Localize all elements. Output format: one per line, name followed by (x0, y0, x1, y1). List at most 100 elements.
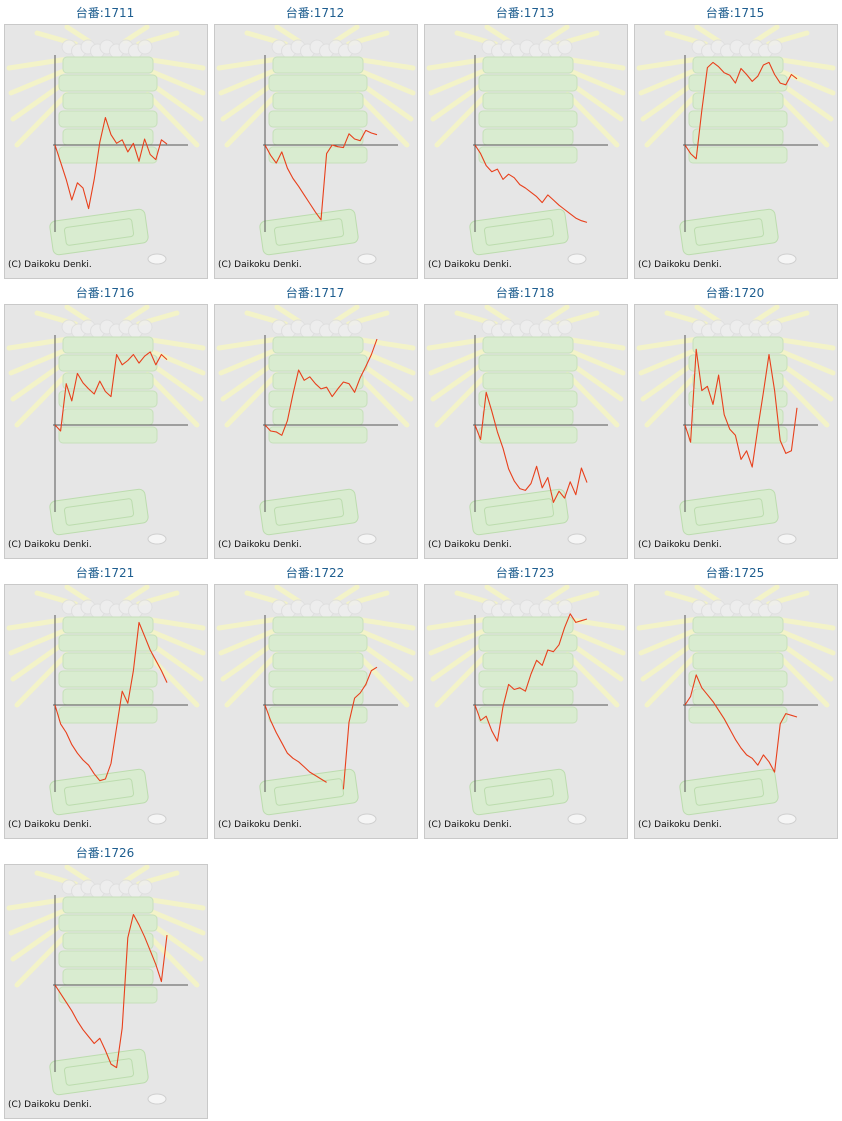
machine-number-title[interactable]: 台番:1723 (495, 566, 555, 580)
ray-decoration (14, 651, 69, 708)
graph-panel: (C) Daikoku Denki. (634, 584, 838, 839)
copyright-text: (C) Daikoku Denki. (638, 540, 722, 550)
chart-cell: 台番:1717 (C) Daikoku Denki. (210, 280, 420, 560)
tray-decoration (679, 768, 779, 816)
machine-number-title[interactable]: 台番:1713 (495, 6, 555, 20)
ray-decoration (694, 305, 722, 324)
ray-decoration (636, 57, 696, 71)
series-line (474, 144, 588, 223)
ray-decoration (356, 80, 414, 122)
ray-decoration (355, 651, 410, 708)
mascot-decoration (61, 39, 153, 59)
graph-panel: (C) Daikoku Denki. (4, 584, 208, 839)
ray-decoration (274, 585, 302, 604)
tray-decoration (259, 208, 359, 256)
tray-decoration (49, 1048, 149, 1096)
ray-decoration (220, 640, 278, 682)
ray-decoration (752, 25, 780, 44)
tray-stack-decoration (688, 616, 788, 724)
machine-number-title[interactable]: 台番:1715 (705, 6, 765, 20)
chart-cell: 台番:1726 (C) Daikoku Denki. (0, 840, 210, 1120)
dish-decoration (357, 253, 377, 265)
ray-decoration (146, 360, 204, 402)
ray-decoration (777, 348, 836, 376)
machine-number-title[interactable]: 台番:1722 (285, 566, 345, 580)
ray-decoration (10, 80, 68, 122)
tray-decoration (679, 488, 779, 536)
graph-panel: (C) Daikoku Denki. (634, 24, 838, 279)
series-line (264, 338, 378, 436)
tray-stack-decoration (268, 616, 368, 724)
machine-number-title[interactable]: 台番:1720 (705, 286, 765, 300)
ray-decoration (567, 348, 626, 376)
mascot-decoration (271, 319, 363, 339)
ray-decoration (356, 640, 414, 682)
ray-decoration (147, 57, 206, 71)
ray-decoration (220, 360, 278, 402)
ray-decoration (224, 651, 279, 708)
chart-cell: 台番:1722 (C) Daikoku Denki. (210, 560, 420, 840)
tray-inner-decoration (483, 498, 555, 526)
ray-decoration (775, 91, 830, 148)
chart-cell: 台番:1723 (C) Daikoku Denki. (420, 560, 630, 840)
tray-decoration (49, 768, 149, 816)
ray-decoration (434, 91, 489, 148)
ray-decoration (145, 371, 200, 428)
tray-inner-decoration (483, 218, 555, 246)
ray-decoration (640, 640, 698, 682)
series-line (54, 116, 168, 210)
machine-number-title[interactable]: 台番:1718 (495, 286, 555, 300)
slump-graph (636, 25, 836, 265)
tray-stack-decoration (58, 56, 158, 164)
tray-stack-decoration (58, 616, 158, 724)
machine-number-title[interactable]: 台番:1711 (75, 6, 135, 20)
ray-decoration (122, 585, 150, 604)
series-line (684, 61, 798, 160)
ray-decoration (357, 348, 416, 376)
tray-stack-decoration (688, 336, 788, 444)
copyright-text: (C) Daikoku Denki. (8, 820, 92, 830)
mascot-decoration (481, 599, 573, 619)
ray-decoration (147, 628, 206, 656)
tray-decoration (469, 768, 569, 816)
series-line (684, 674, 798, 773)
ray-decoration (274, 25, 302, 44)
ray-decoration (777, 68, 836, 96)
machine-number-title[interactable]: 台番:1712 (285, 6, 345, 20)
machine-number-title[interactable]: 台番:1717 (285, 286, 345, 300)
tray-inner-decoration (273, 778, 345, 806)
ray-decoration (357, 617, 416, 631)
ray-decoration (6, 897, 66, 911)
ray-decoration (777, 617, 836, 631)
ray-decoration (567, 628, 626, 656)
machine-number-title[interactable]: 台番:1716 (75, 286, 135, 300)
ray-decoration (332, 305, 360, 324)
tray-stack-decoration (478, 336, 578, 444)
dish-decoration (147, 533, 167, 545)
ray-decoration (694, 585, 722, 604)
tray-decoration (469, 208, 569, 256)
machine-number-title[interactable]: 台番:1725 (705, 566, 765, 580)
tray-stack-decoration (688, 56, 788, 164)
ray-decoration (777, 57, 836, 71)
ray-decoration (636, 337, 696, 351)
tray-stack-decoration (268, 56, 368, 164)
tray-inner-decoration (483, 778, 555, 806)
series-line (264, 129, 378, 221)
ray-decoration (542, 585, 570, 604)
machine-number-title[interactable]: 台番:1721 (75, 566, 135, 580)
ray-decoration (566, 80, 624, 122)
graph-panel: (C) Daikoku Denki. (424, 24, 628, 279)
ray-decoration (147, 337, 206, 351)
ray-decoration (777, 628, 836, 656)
copyright-text: (C) Daikoku Denki. (218, 820, 302, 830)
tray-stack-decoration (478, 616, 578, 724)
ray-decoration (355, 91, 410, 148)
ray-decoration (122, 305, 150, 324)
machine-number-title[interactable]: 台番:1726 (75, 846, 135, 860)
tray-decoration (49, 488, 149, 536)
ray-decoration (6, 617, 66, 631)
slump-graph (216, 305, 416, 545)
tray-decoration (679, 208, 779, 256)
